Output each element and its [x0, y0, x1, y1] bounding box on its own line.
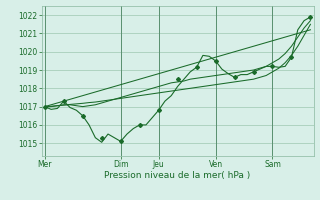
X-axis label: Pression niveau de la mer( hPa ): Pression niveau de la mer( hPa ): [104, 171, 251, 180]
